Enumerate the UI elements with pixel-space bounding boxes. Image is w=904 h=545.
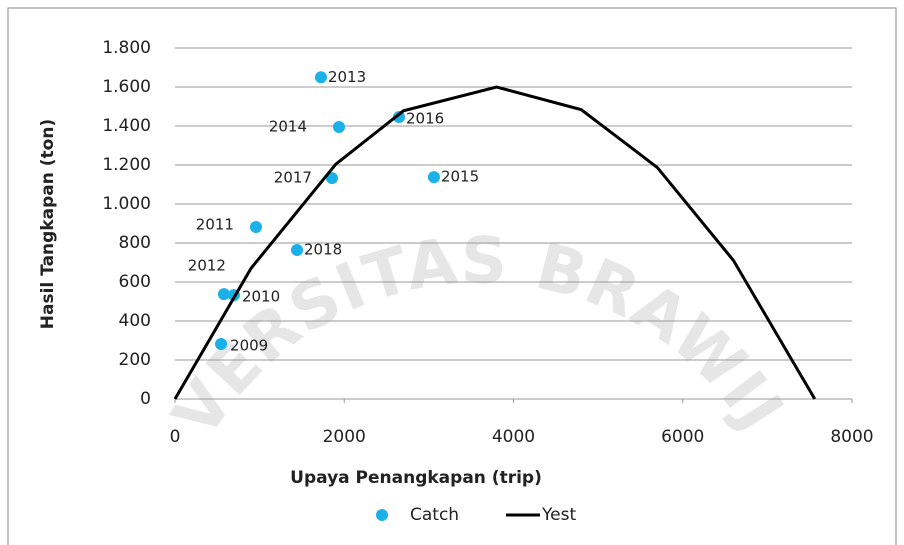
y-tick-label: 400 — [119, 311, 151, 331]
point-label: 2013 — [328, 68, 366, 86]
y-tick-label: 1.000 — [102, 194, 151, 214]
legend-label: Yest — [541, 505, 576, 525]
y-tick-label: 800 — [119, 233, 151, 253]
x-tick-label: 4000 — [492, 427, 535, 447]
legend-label: Catch — [410, 505, 459, 525]
point-label: 2015 — [441, 168, 479, 186]
y-tick-label: 1.400 — [102, 116, 151, 136]
x-tick-label: 8000 — [830, 427, 873, 447]
point — [215, 338, 228, 351]
x-tick-label: 2000 — [323, 427, 366, 447]
point-label: 2017 — [274, 169, 312, 187]
line — [173, 85, 817, 400]
y-tick-label: 1.200 — [102, 155, 151, 175]
legend-marker — [376, 509, 388, 521]
point — [427, 171, 440, 184]
point-label: 2018 — [304, 241, 342, 259]
point-label: 2014 — [269, 117, 307, 135]
y-tick-label: 600 — [119, 272, 151, 292]
x-tick-label: 0 — [170, 427, 181, 447]
point — [291, 244, 304, 257]
point-label: 2016 — [406, 110, 444, 128]
point — [333, 120, 346, 133]
y-axis-title: Hasil Tangkapan (ton) — [38, 119, 58, 329]
point-label: 2012 — [188, 257, 226, 275]
y-tick-label: 0 — [140, 389, 151, 409]
point — [325, 172, 338, 185]
point-label: 2009 — [230, 337, 268, 355]
x-tick-label: 6000 — [661, 427, 704, 447]
y-tick-label: 1.600 — [102, 77, 151, 97]
point-label: 2010 — [242, 288, 280, 306]
point — [393, 111, 406, 124]
point — [217, 288, 230, 301]
y-tick-label: 200 — [119, 350, 151, 370]
point — [249, 221, 262, 234]
y-tick-label: 1.800 — [102, 38, 151, 58]
point-label: 2011 — [196, 216, 234, 234]
point — [314, 71, 327, 84]
x-axis-title: Upaya Penangkapan (trip) — [290, 468, 542, 488]
